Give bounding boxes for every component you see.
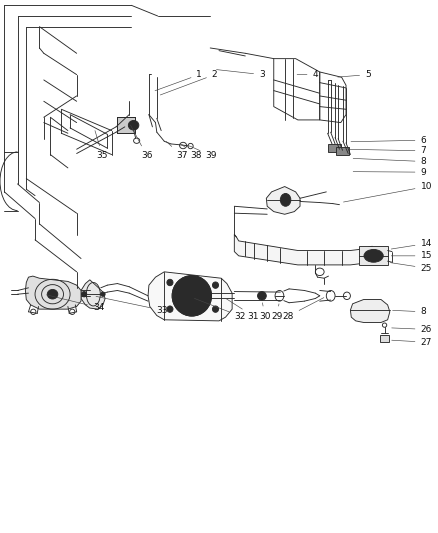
- Text: 29: 29: [271, 304, 283, 320]
- Text: 8: 8: [392, 308, 426, 316]
- Ellipse shape: [167, 306, 173, 312]
- Text: 8: 8: [353, 157, 426, 166]
- Text: 31: 31: [226, 298, 259, 320]
- Text: 14: 14: [391, 239, 432, 249]
- Polygon shape: [81, 280, 105, 309]
- Text: 38: 38: [182, 144, 201, 160]
- Text: 25: 25: [390, 263, 432, 272]
- Text: 30: 30: [259, 303, 271, 320]
- Ellipse shape: [364, 249, 383, 262]
- Bar: [336, 147, 349, 155]
- Text: 32: 32: [194, 298, 246, 320]
- Ellipse shape: [283, 196, 289, 204]
- Text: 28: 28: [283, 297, 324, 320]
- Ellipse shape: [172, 276, 212, 316]
- Text: 6: 6: [351, 136, 426, 144]
- Bar: [117, 117, 135, 133]
- Bar: [380, 335, 389, 342]
- Ellipse shape: [212, 282, 219, 288]
- Text: 26: 26: [392, 325, 432, 334]
- Ellipse shape: [128, 120, 139, 130]
- Ellipse shape: [212, 306, 219, 312]
- Ellipse shape: [47, 289, 58, 299]
- Polygon shape: [234, 235, 372, 265]
- Text: 1: 1: [155, 70, 202, 91]
- Bar: [359, 246, 388, 265]
- Bar: [328, 144, 341, 152]
- Text: 37: 37: [166, 142, 187, 160]
- Ellipse shape: [81, 292, 87, 297]
- Text: 15: 15: [391, 252, 432, 260]
- Text: 33: 33: [96, 296, 168, 314]
- Text: 27: 27: [392, 338, 432, 346]
- Ellipse shape: [178, 281, 206, 310]
- Text: 34: 34: [46, 295, 104, 312]
- Ellipse shape: [101, 292, 105, 296]
- Text: 39: 39: [190, 146, 217, 160]
- Polygon shape: [266, 187, 300, 214]
- Polygon shape: [25, 276, 81, 309]
- Text: 36: 36: [131, 125, 152, 160]
- Polygon shape: [350, 300, 390, 322]
- Text: 35: 35: [95, 131, 108, 160]
- Ellipse shape: [258, 292, 266, 300]
- Ellipse shape: [280, 193, 291, 206]
- Text: 10: 10: [343, 182, 432, 202]
- Text: 9: 9: [353, 168, 426, 176]
- Ellipse shape: [184, 288, 200, 304]
- Text: 3: 3: [216, 70, 265, 79]
- Polygon shape: [148, 272, 232, 321]
- Text: 5: 5: [338, 70, 371, 79]
- Ellipse shape: [167, 279, 173, 286]
- Text: 7: 7: [349, 147, 426, 155]
- Text: 2: 2: [160, 70, 217, 95]
- Text: 4: 4: [297, 70, 318, 79]
